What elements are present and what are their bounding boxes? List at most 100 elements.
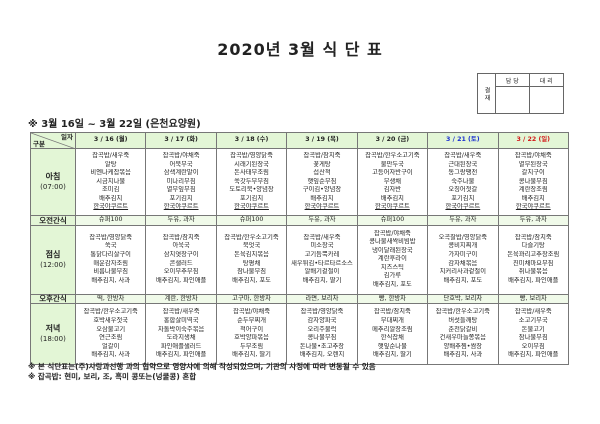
menu-item: 아욱국 xyxy=(172,242,190,250)
menu-item: 잡곡밥/야채죽 xyxy=(233,308,270,316)
menu-item: 새우튀김•타르타르소스 xyxy=(291,259,353,267)
row-time: (18:00) xyxy=(40,335,66,344)
menu-item: 메추리알장조림 xyxy=(372,325,413,333)
header-row: 일자 구분 3 / 16 (월) 3 / 17 (화) 3 / 18 (수) 3 / … xyxy=(30,132,570,149)
corner-category-label: 구분 xyxy=(33,140,45,148)
menu-item: 춘천닭갈비 xyxy=(448,325,478,333)
menu-item: 숙주나물 xyxy=(451,177,475,185)
menu-item: 한국야쿠르트 xyxy=(375,203,410,211)
menu-item: 한국야쿠르트 xyxy=(234,203,269,211)
row-label-text: 아침 xyxy=(45,172,61,181)
meal-row: 점심 (12:00) 잡곡밥/영양닭죽 쑥국 통닭다리살구이 매운감자조림 비름나물무침 배추… xyxy=(30,224,570,295)
snack-cell: 떡, 한방차 xyxy=(74,293,147,305)
menu-item: 부대찌개 xyxy=(380,317,404,324)
menu-item: 배추김치, 포도 xyxy=(373,281,412,289)
meal-table: 일자 구분 3 / 16 (월) 3 / 17 (화) 3 / 18 (수) 3 / … xyxy=(30,132,570,366)
menu-item: 통닭다리살구이 xyxy=(90,251,131,258)
menu-item: 잡곡밥/새우죽 xyxy=(444,151,482,159)
menu-cell: 잡곡밥/영양닭죽 시래기된장국 돈사태무조림 쑥갓두부무침 도토리묵•양념장 포기김치 한국… xyxy=(215,148,288,216)
snack-cell: 두유, 과자 xyxy=(286,215,358,226)
menu-item: 돈육꽈리고추장조림 xyxy=(507,251,560,258)
menu-cell: 잡곡밥/참치죽 꽃게탕 섭산적 햇잎순무침 구이김•양념장 배추김치 한국야쿠르트 xyxy=(286,148,358,216)
menu-item: 계란후라이 xyxy=(377,255,407,263)
day-header: 3 / 20 (금) xyxy=(356,132,429,149)
menu-item: 김가루 xyxy=(383,272,402,280)
menu-item: 잡곡밥/참치죽 xyxy=(514,233,552,241)
menu-item: 잡곡밥/새우죽 xyxy=(92,151,130,159)
menu-item: 배추김치 xyxy=(310,194,334,202)
approval-sign-manager xyxy=(496,87,530,113)
row-label: 오전간식 xyxy=(30,215,76,226)
menu-item: 잡곡밥/한우소고기죽 xyxy=(435,308,490,316)
menu-cell: 오곡찰밥/영양닭죽 콩비지찌개 가자미구이 감자채볶음 치커리사과겉절이 배추김치, 포도 xyxy=(427,224,499,295)
menu-item: 알탕 xyxy=(104,160,117,168)
footnote-1: ※ 본 식단표는(주)사랑과선행 과의 협약으로 영양사에 의해 작성되었으며,… xyxy=(28,362,376,371)
row-label-text: 점심 xyxy=(45,249,61,259)
row-time: (12:00) xyxy=(40,260,66,269)
meal-row: 저녁 (18:00) 잡곡밥/한우소고기죽 호박새우젓국 오삼불고기 연근조림 얼갈이 배추김… xyxy=(30,303,570,366)
menu-item: 가자미구이 xyxy=(448,251,478,258)
menu-item: 배추김치, 파인애플 xyxy=(508,276,559,284)
menu-cell: 잡곡밥/참치죽 다슬기탕 돈육꽈리고추장조림 진미채마요무침 취나물볶음 배추김치, 파인… xyxy=(497,224,570,295)
menu-item: 매운감자조림 xyxy=(93,259,129,267)
snack-cell: 슈퍼100 xyxy=(74,215,147,226)
day-header: 3 / 22 (일) xyxy=(497,132,570,149)
menu-item: 잡곡밥/영양닭죽 xyxy=(89,233,133,241)
menu-item: 잡곡밥/한우소고기죽 xyxy=(83,308,138,316)
menu-item: 배추김치, 딸기 xyxy=(373,351,412,359)
menu-item: 동그랑땡전 xyxy=(448,169,478,177)
approval-label: 결 재 xyxy=(478,74,496,113)
menu-item: 섭산적 xyxy=(313,169,331,177)
menu-item: 미소장국 xyxy=(310,242,334,250)
menu-item: 고기듬뿍카레 xyxy=(304,251,340,258)
snack-cell: 고구마, 한방차 xyxy=(215,293,288,305)
menu-item: 배추김치, 파인애플 xyxy=(155,276,207,284)
day-header: 3 / 16 (월) xyxy=(74,132,147,149)
menu-item: 열무된장국 xyxy=(518,160,548,168)
approval-col-manager: 담 당 xyxy=(496,74,530,87)
snack-cell: 슈퍼100 xyxy=(356,215,429,226)
menu-cell: 잡곡밥/야채죽 콩나물새싹비빔밥 냉이달래된장국 계란후라이 치즈스틱 김가루 배추김치, … xyxy=(356,224,429,295)
menu-item: 포기김치 xyxy=(451,194,475,202)
menu-item: 꽃게탕 xyxy=(313,160,331,168)
menu-item: 냉이달래된장국 xyxy=(372,246,413,254)
menu-item: 오이부추무침 xyxy=(163,268,199,276)
menu-item: 연근조림 xyxy=(99,334,123,342)
menu-item: 콩나물무침 xyxy=(307,334,337,342)
row-label: 점심 (12:00) xyxy=(30,224,76,295)
menu-item: 잡곡밥/영양닭죽 xyxy=(300,308,344,316)
menu-item: 열무잎무침 xyxy=(166,186,196,194)
menu-item: 취나물볶음 xyxy=(518,268,548,276)
menu-item: 참나물무침 xyxy=(518,334,548,342)
menu-item: 순두부찌개 xyxy=(237,317,267,324)
menu-item: 구이김•양념장 xyxy=(302,186,342,194)
menu-cell: 잡곡밥/야채죽 어묵무국 삼색계란말이 미나리무침 열무잎무침 포기김치 한국야쿠르트 xyxy=(145,148,217,216)
menu-item: 감자채볶음 xyxy=(448,259,478,267)
menu-item: 배추김치, 오렌지 xyxy=(299,351,345,359)
corner-date-label: 일자 xyxy=(61,133,73,141)
menu-item: 참나물무침 xyxy=(237,268,267,276)
corner-cell: 일자 구분 xyxy=(30,132,76,149)
menu-item: 파인애플샐러드 xyxy=(160,342,202,350)
menu-item: 배추김치 xyxy=(380,194,404,202)
menu-item: 돈사태무조림 xyxy=(234,169,269,177)
page-title: 2020년 3월 식 단 표 xyxy=(217,40,383,59)
menu-item: 잡곡밥/참치죽 xyxy=(162,233,200,241)
menu-item: 비엔나케찹볶음 xyxy=(90,169,131,177)
snack-cell: 단호박, 보리차 xyxy=(427,293,499,305)
menu-item: 차돌박이숙주볶음 xyxy=(157,325,205,333)
menu-cell: 잡곡밥/영양닭죽 감자양파국 오리주물럭 콩나물무침 돈나물•초고추장 배추김치, 오렌지 xyxy=(286,303,358,366)
menu-item: 잡곡밥/새우죽 xyxy=(514,308,552,316)
footnote-2: ※ 잡곡밥: 현미, 보리, 조, 흑미 콩또는(넝쿨콩) 혼합 xyxy=(28,372,197,381)
menu-item: 치커리사과겉절이 xyxy=(439,268,486,276)
approval-col-deputy: 대 리 xyxy=(529,74,563,87)
menu-item: 배추김치, 포도 xyxy=(443,276,483,284)
menu-item: 진미채마요무침 xyxy=(512,259,554,267)
menu-item: 한식잡채 xyxy=(380,334,404,342)
menu-item: 배추김치, 사과 xyxy=(91,351,131,359)
menu-item: 배추김치, 딸기 xyxy=(302,276,342,284)
menu-item: 쑥국 xyxy=(104,242,117,250)
day-header: 3 / 18 (수) xyxy=(215,132,288,149)
row-label-text: 오후간식 xyxy=(39,294,67,304)
menu-item: 김자반 xyxy=(383,186,402,194)
